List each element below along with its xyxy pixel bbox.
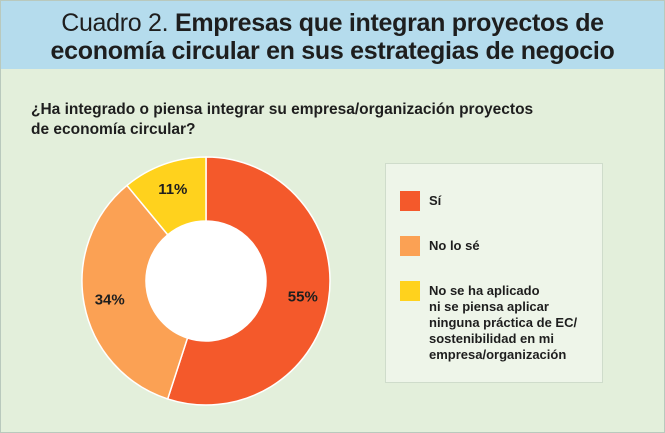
donut-hole [146,221,266,341]
legend-label-line: sostenibilidad en mi [429,331,554,346]
title-line-2: economía circular en sus estrategias de … [50,37,615,65]
survey-question: ¿Ha integrado o piensa integrar su empre… [31,100,551,140]
slice-label-no-aplicado: 11% [158,181,187,198]
title-main-line-1: Empresas que integran proyectos de [174,9,604,37]
header-banner: Cuadro 2. Empresas que integran proyecto… [1,1,664,69]
title-line-1: Cuadro 2. Empresas que integran proyecto… [1,9,664,37]
title-prefix: Cuadro 2. [61,9,169,37]
legend-swatch [400,191,420,211]
slice-label-si: 55% [288,288,318,305]
legend-label-line: ni se piensa aplicar [429,299,549,314]
legend-label-line: No lo sé [429,238,480,253]
legend-label-line: ninguna práctica de EC/ [429,315,578,330]
chart-legend: Sí No lo sé No se ha aplicado ni se piensa … [385,163,603,383]
legend-swatch [400,281,420,301]
legend-label-line: empresa/organización [429,347,567,362]
legend-label: No se ha aplicado ni se piensa aplicar nin… [429,283,609,363]
legend-swatch [400,236,420,256]
legend-label-line: No se ha aplicado [429,283,540,298]
legend-label-line: Sí [429,193,442,208]
figure-title: Cuadro 2. Empresas que integran proyecto… [1,9,664,65]
question-line-2: de economía circular? [31,121,196,138]
question-line-1: ¿Ha integrado o piensa integrar su empre… [31,101,534,118]
slice-label-no-lo-se: 34% [95,291,125,308]
legend-label: Sí [429,193,609,209]
legend-label: No lo sé [429,238,609,254]
